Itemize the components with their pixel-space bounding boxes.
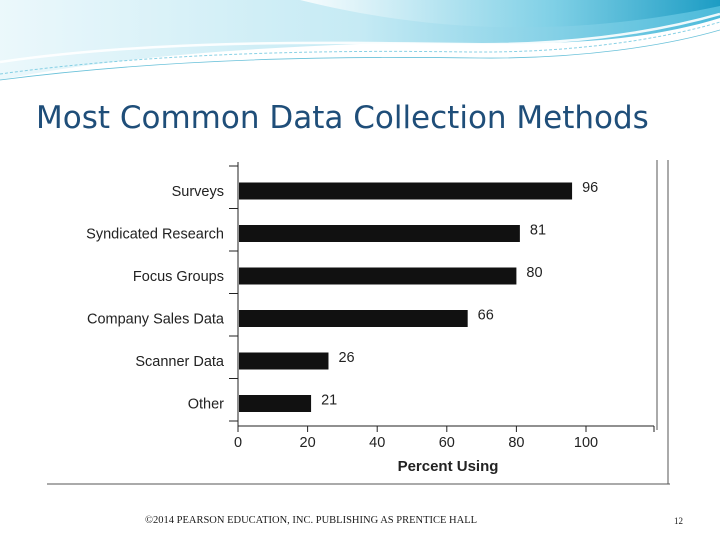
data-label: 80	[526, 265, 542, 281]
bar	[239, 267, 517, 285]
x-tick-label: 40	[369, 435, 385, 451]
bar	[239, 395, 312, 412]
data-label: 26	[338, 350, 354, 366]
category-label: Focus Groups	[133, 269, 224, 285]
slide-title: Most Common Data Collection Methods	[36, 100, 649, 136]
footer-copyright: ©2014 PEARSON EDUCATION, INC. PUBLISHING…	[145, 515, 478, 526]
category-label: Scanner Data	[135, 354, 225, 370]
page-number: 12	[674, 516, 683, 526]
category-label: Surveys	[172, 184, 224, 200]
category-label: Company Sales Data	[87, 312, 225, 328]
x-tick-label: 60	[439, 435, 455, 451]
bar	[239, 352, 329, 370]
bar	[239, 182, 573, 200]
header-wave-decoration	[0, 0, 720, 81]
data-label: 66	[478, 308, 494, 324]
bar-chart: Surveys 96 Syndicated Research 81 Focus Grou…	[47, 158, 670, 486]
x-tick-label: 20	[300, 435, 316, 451]
bar	[239, 225, 520, 242]
data-label: 96	[582, 180, 598, 196]
data-label: 81	[530, 223, 546, 239]
bar	[239, 310, 468, 327]
category-label: Other	[188, 397, 224, 413]
x-tick-label: 80	[508, 435, 524, 451]
category-label: Syndicated Research	[86, 227, 224, 243]
x-axis-title: Percent Using	[398, 458, 499, 475]
x-tick-label: 0	[234, 435, 242, 451]
x-tick-label: 100	[574, 435, 598, 451]
data-label: 21	[321, 393, 337, 409]
bar-chart-svg: Surveys 96 Syndicated Research 81 Focus Grou…	[47, 160, 670, 485]
